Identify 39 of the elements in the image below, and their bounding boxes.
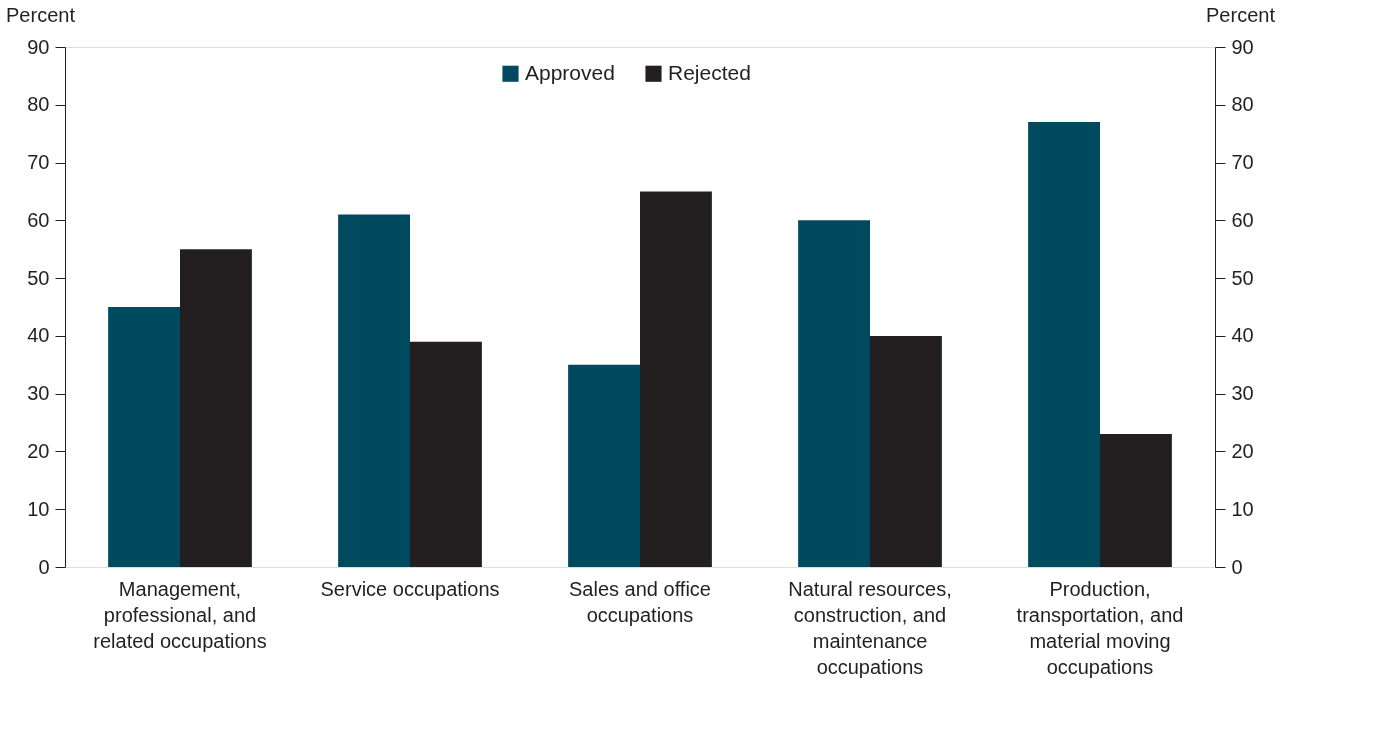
x-tick-label: Natural resources, construction, and maintenance occupations bbox=[788, 577, 952, 678]
y-axis-title: Percent bbox=[6, 3, 76, 26]
x-tick-label: Sales and office occupations bbox=[569, 577, 711, 626]
y2-tick-label: 50 bbox=[1231, 266, 1254, 289]
y-tick-label: 70 bbox=[27, 151, 50, 174]
y-tick-label: 40 bbox=[27, 324, 50, 347]
y2-tick-label: 90 bbox=[1231, 35, 1254, 58]
y2-tick-label: 10 bbox=[1231, 497, 1254, 520]
bar bbox=[338, 214, 410, 567]
y2-tick-label: 30 bbox=[1231, 382, 1254, 405]
y2-tick-label: 0 bbox=[1231, 555, 1243, 578]
bar bbox=[1028, 122, 1100, 567]
legend-label: Approved bbox=[525, 60, 615, 84]
y-tick-label: 20 bbox=[27, 439, 50, 462]
y-tick-label: 90 bbox=[27, 35, 50, 58]
y-tick-label: 0 bbox=[38, 555, 50, 578]
bar bbox=[410, 341, 482, 567]
bar bbox=[108, 307, 180, 567]
x-tick-label: Production, transportation, and material moving occupations bbox=[1016, 577, 1184, 678]
bar bbox=[640, 191, 712, 567]
y-tick-label: 30 bbox=[27, 382, 50, 405]
bar bbox=[568, 364, 640, 567]
y2-tick-label: 80 bbox=[1231, 93, 1254, 116]
x-tick-label: Service occupations bbox=[320, 577, 500, 600]
bar bbox=[180, 249, 252, 567]
bar bbox=[798, 220, 870, 567]
bar bbox=[870, 335, 942, 567]
legend-label: Rejected bbox=[668, 60, 751, 84]
y2-tick-label: 60 bbox=[1231, 208, 1254, 231]
y-tick-label: 50 bbox=[27, 266, 50, 289]
bar bbox=[1100, 434, 1172, 567]
y-tick-label: 10 bbox=[27, 497, 50, 520]
y2-tick-label: 40 bbox=[1231, 324, 1254, 347]
y-tick-label: 60 bbox=[27, 208, 50, 231]
y2-tick-label: 20 bbox=[1231, 439, 1254, 462]
y2-tick-label: 70 bbox=[1231, 151, 1254, 174]
x-tick-label: Management, professional, and related occupations bbox=[93, 577, 267, 652]
y2-axis-title: Percent bbox=[1206, 3, 1276, 26]
y-tick-label: 80 bbox=[27, 93, 50, 116]
